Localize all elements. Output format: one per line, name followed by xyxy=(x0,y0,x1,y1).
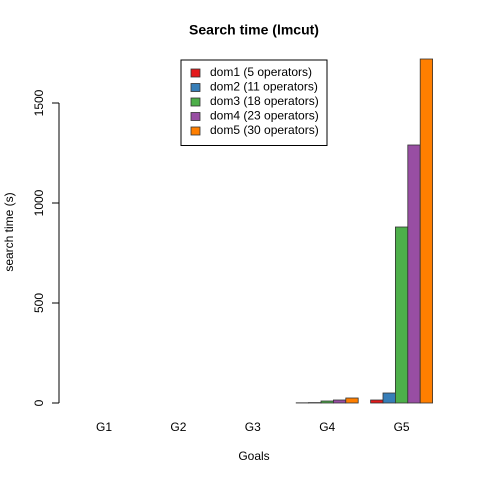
bar xyxy=(370,399,384,404)
legend-label: dom3 (18 operators) xyxy=(210,94,319,108)
x-tick-label: G2 xyxy=(170,420,186,434)
legend-swatch xyxy=(190,97,201,107)
bar xyxy=(345,397,359,404)
x-tick-label: G4 xyxy=(319,420,335,434)
y-tick-label: 500 xyxy=(32,293,46,313)
y-tick-label: 1000 xyxy=(32,189,46,216)
legend-label: dom2 (11 operators) xyxy=(210,80,318,94)
legend-swatch xyxy=(190,126,201,136)
y-axis-label: search time (s) xyxy=(2,192,16,271)
bar xyxy=(320,400,334,404)
y-tick-label: 1500 xyxy=(32,89,46,116)
bar xyxy=(332,399,347,404)
bar xyxy=(382,392,396,404)
chart-title: Search time (lmcut) xyxy=(189,22,319,38)
legend-swatch xyxy=(190,68,201,78)
y-tick-label: 0 xyxy=(32,399,46,406)
bar xyxy=(394,226,409,404)
bar xyxy=(407,144,421,404)
legend-box xyxy=(180,59,328,146)
legend-label: dom1 (5 operators) xyxy=(210,65,312,79)
legend-label: dom4 (23 operators) xyxy=(210,109,319,123)
x-tick-label: G3 xyxy=(245,420,261,434)
bar xyxy=(419,58,434,404)
x-tick-label: G5 xyxy=(394,420,410,434)
x-tick-label: G1 xyxy=(96,420,112,434)
legend-swatch xyxy=(190,83,201,92)
legend-swatch xyxy=(190,112,201,121)
legend-label: dom5 (30 operators) xyxy=(210,123,319,137)
x-axis-label: Goals xyxy=(238,449,269,463)
